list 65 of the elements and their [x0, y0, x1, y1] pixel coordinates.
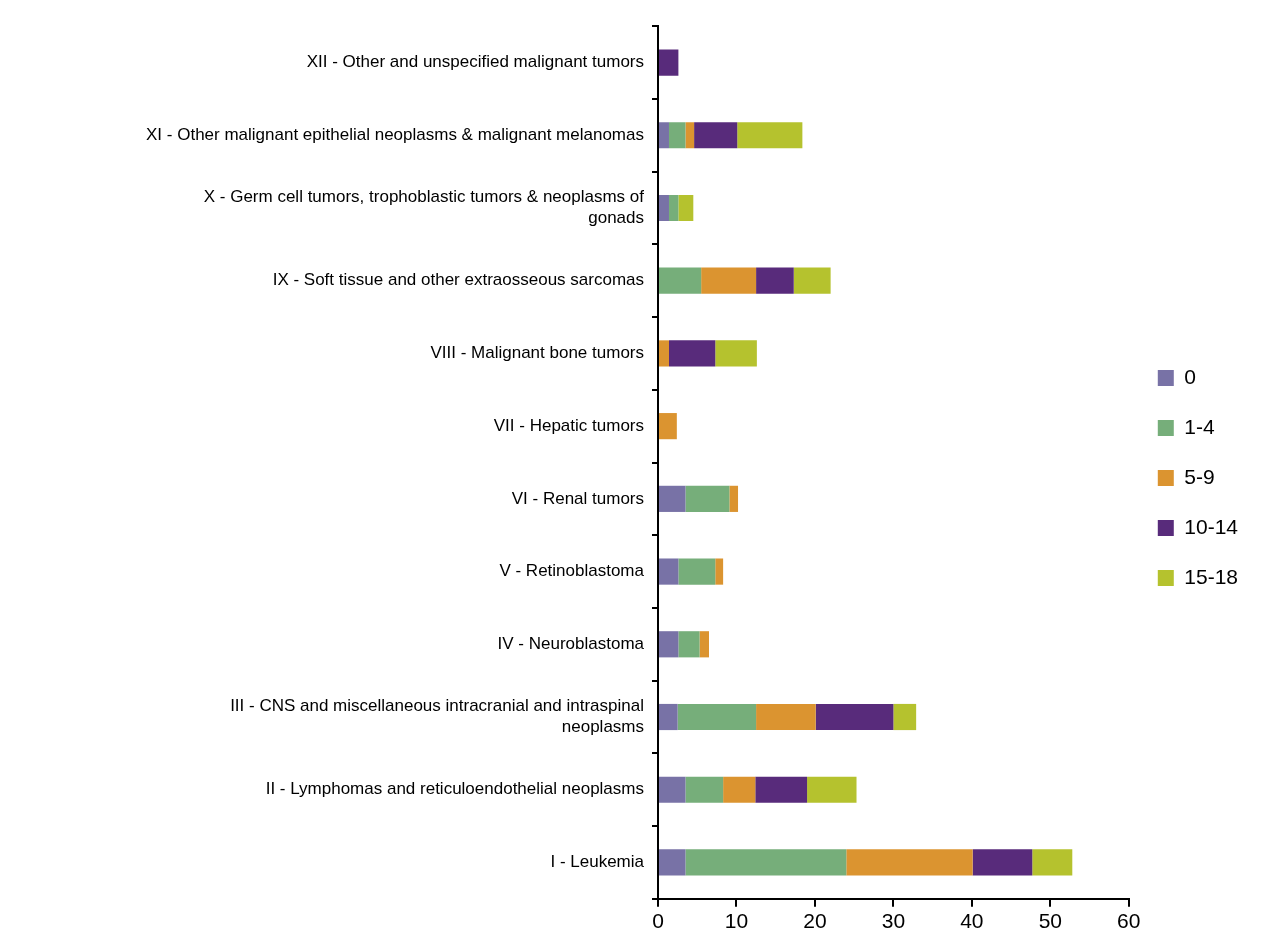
bar: [685, 849, 847, 876]
bar: [659, 631, 679, 658]
bar: [756, 267, 794, 294]
bar: [659, 558, 679, 585]
bar: [678, 194, 694, 222]
bar: [807, 776, 857, 803]
x-tick-label: 50: [1038, 909, 1062, 933]
x-tick-label: 60: [1117, 909, 1141, 933]
bar: [659, 413, 677, 440]
y-tick-label: IV - Neuroblastoma: [497, 633, 645, 653]
y-tick-label: XII - Other and unspecified malignant tumors: [306, 52, 644, 72]
bar: [678, 558, 716, 585]
bar: [699, 631, 709, 658]
y-tick-label: VI - Renal tumors: [511, 488, 644, 508]
bar: [668, 122, 686, 149]
bar: [846, 849, 973, 876]
bar: [755, 776, 808, 803]
bar: [793, 267, 831, 294]
bar: [659, 194, 669, 222]
bar: [659, 776, 686, 803]
y-tick-label: XI - Other malignant epithelial neoplasms & malignant melanomas: [146, 124, 644, 144]
bar: [659, 703, 678, 731]
y-tick-label: II - Lymphomas and reticuloendothelial neoplasms: [265, 779, 644, 799]
y-tick-label: III - CNS and miscellaneous intracranial and intraspinal neoplasms: [230, 696, 644, 736]
x-tick-label: 30: [881, 909, 906, 933]
bar: [685, 122, 695, 149]
bar: [659, 340, 669, 367]
bar: [893, 703, 917, 731]
legend-label: 15-18: [1184, 564, 1239, 588]
x-tick-label: 0: [652, 909, 664, 933]
bar: [723, 776, 756, 803]
bar: [659, 849, 686, 876]
bar: [685, 485, 730, 512]
legend-label: 5-9: [1184, 464, 1215, 488]
bar: [659, 122, 669, 149]
bar: [715, 340, 757, 367]
bar: [756, 703, 816, 731]
x-tick-label: 20: [803, 909, 827, 933]
bar: [737, 122, 803, 149]
bar: [729, 485, 739, 512]
bar: [815, 703, 894, 731]
bar: [715, 558, 724, 585]
x-tick-label: 10: [724, 909, 749, 933]
legend-label: 10-14: [1184, 514, 1239, 538]
bar: [659, 49, 679, 76]
bar: [677, 703, 757, 731]
legend-label: 0: [1184, 364, 1196, 388]
y-tick-label: V - Retinoblastoma: [499, 561, 645, 581]
bar: [678, 631, 700, 658]
bar: [685, 776, 724, 803]
legend-label: 1-4: [1184, 414, 1215, 438]
bar: [659, 485, 686, 512]
bar: [972, 849, 1033, 876]
y-tick-label: VII - Hepatic tumors: [493, 415, 644, 435]
bar: [694, 122, 738, 149]
y-tick-label: IX - Soft tissue and other extraosseous sarcomas: [272, 270, 644, 290]
y-tick-label: I - Leukemia: [550, 852, 645, 872]
bar: [668, 194, 679, 222]
bar: [659, 267, 702, 294]
bar: [668, 340, 716, 367]
bar: [1032, 849, 1073, 876]
y-tick-label: X - Germ cell tumors, trophoblastic tumors & neoplasms of gonads: [203, 187, 645, 227]
x-tick-label: 40: [960, 909, 984, 933]
bar: [701, 267, 757, 294]
y-tick-label: VIII - Malignant bone tumors: [430, 343, 644, 363]
